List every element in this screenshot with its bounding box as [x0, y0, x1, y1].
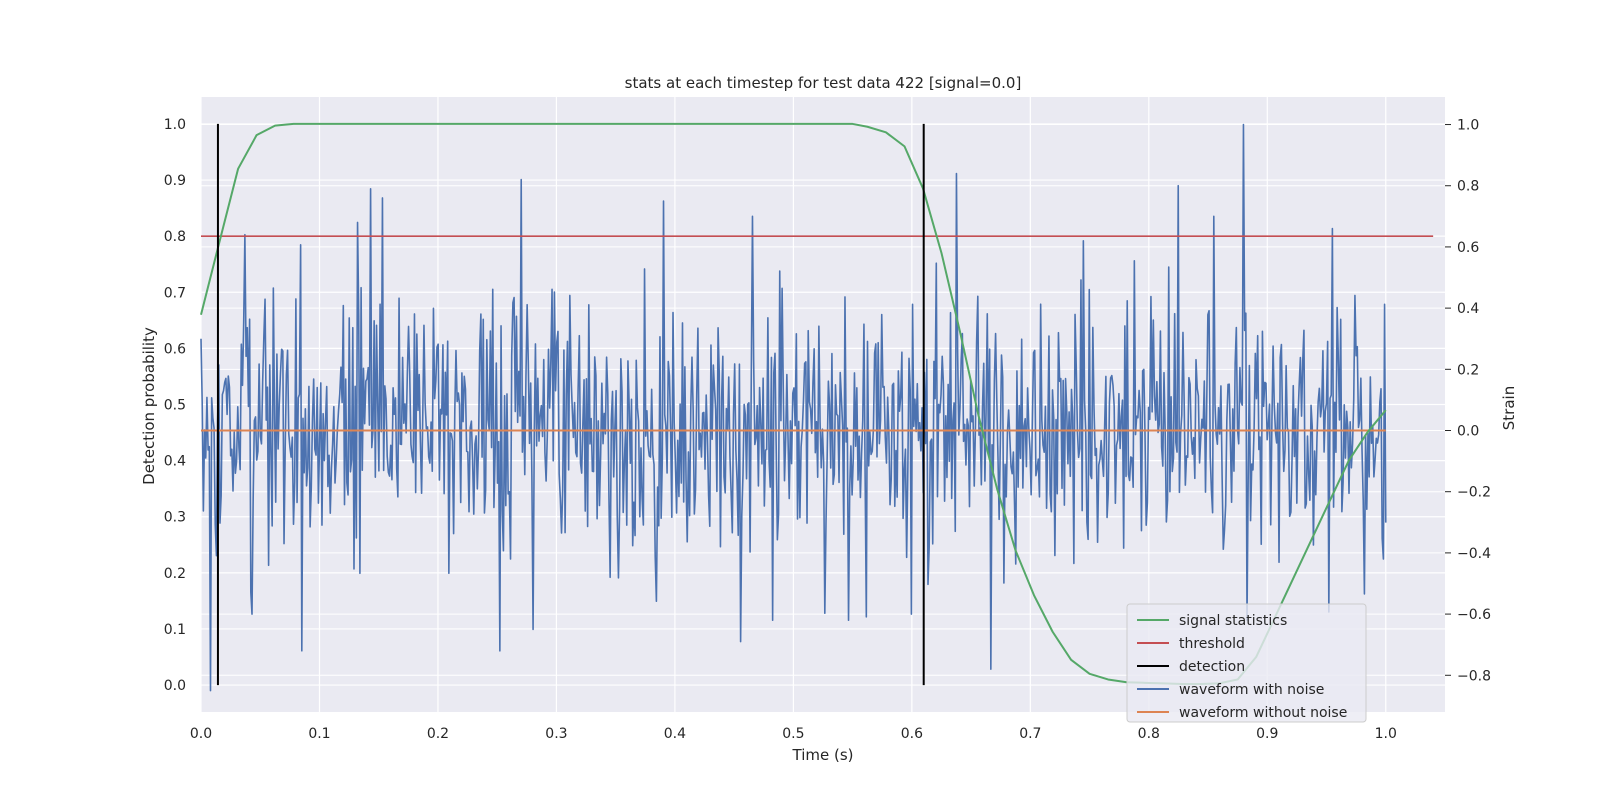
y2-tick-label: −0.6: [1457, 607, 1491, 623]
x-tick-label: 0.2: [427, 726, 449, 742]
y-axis-label: Detection probability: [140, 327, 158, 485]
y2-tick-label: −0.8: [1457, 668, 1491, 684]
y-tick-label: 0.0: [164, 678, 186, 694]
y2-tick-label: 0.6: [1457, 240, 1479, 256]
y-tick-label: 0.8: [164, 229, 186, 245]
legend-entry: waveform without noise: [1179, 705, 1347, 721]
x-tick-label: 0.9: [1256, 726, 1278, 742]
y2-tick-label: −0.2: [1457, 485, 1491, 501]
y-tick-label: 0.1: [164, 622, 186, 638]
legend-entry: signal statistics: [1179, 613, 1287, 629]
y-tick-label: 1.0: [164, 117, 186, 133]
y2-tick-label: 0.0: [1457, 424, 1479, 440]
y2-tick-label: 0.4: [1457, 301, 1479, 317]
legend-entry: waveform with noise: [1179, 682, 1324, 698]
y-axis-ticks: 0.0 0.1 0.2 0.3 0.4 0.5 0.6 0.7 0.8 0.9 1.0: [164, 117, 186, 694]
y-tick-label: 0.7: [164, 285, 186, 301]
chart-title: stats at each timestep for test data 422…: [625, 74, 1022, 92]
y2-tick-label: 1.0: [1457, 118, 1479, 134]
y2-axis-ticks: −0.8 −0.6 −0.4 −0.2 0.0 0.2 0.4 0.6 0.8 1.0: [1445, 118, 1491, 684]
x-tick-label: 0.7: [1019, 726, 1041, 742]
x-tick-label: 0.3: [545, 726, 567, 742]
y2-axis-label: Strain: [1500, 386, 1518, 430]
y-tick-label: 0.2: [164, 566, 186, 582]
x-axis-ticks: 0.0 0.1 0.2 0.3 0.4 0.5 0.6 0.7 0.8 0.9 1.0: [190, 726, 1397, 742]
y-tick-label: 0.3: [164, 510, 186, 526]
series-waveform-with-noise: [200, 123, 1387, 692]
x-tick-label: 1.0: [1375, 726, 1397, 742]
y2-tick-label: 0.2: [1457, 362, 1479, 378]
y-tick-label: 0.4: [164, 454, 186, 470]
x-tick-label: 0.5: [782, 726, 804, 742]
y-tick-label: 0.5: [164, 398, 186, 414]
legend-box: [1126, 603, 1367, 723]
y-tick-label: 0.6: [164, 341, 186, 357]
y2-tick-label: 0.8: [1457, 179, 1479, 195]
legend-entry: threshold: [1179, 636, 1245, 652]
x-tick-label: 0.6: [901, 726, 923, 742]
y2-tick-label: −0.4: [1457, 546, 1491, 562]
y-tick-label: 0.9: [164, 173, 186, 189]
x-tick-label: 0.8: [1138, 726, 1160, 742]
x-axis-label: Time (s): [792, 746, 854, 764]
legend: signal statistics threshold detection wavef…: [1126, 603, 1367, 723]
x-tick-label: 0.0: [190, 726, 212, 742]
x-tick-label: 0.4: [664, 726, 686, 742]
x-tick-label: 0.1: [308, 726, 330, 742]
legend-entry: detection: [1179, 659, 1245, 675]
